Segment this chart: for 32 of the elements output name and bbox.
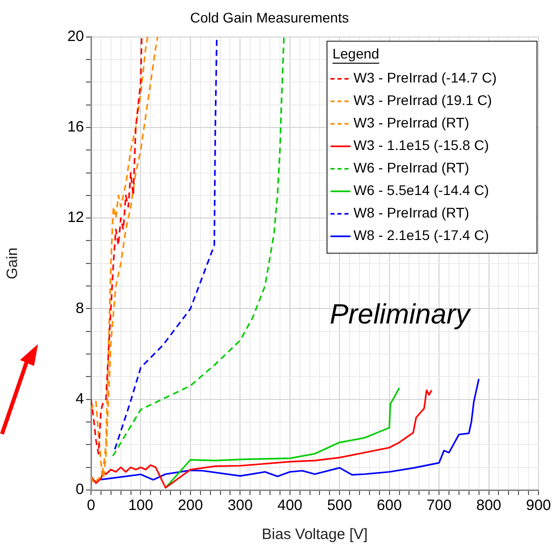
x-tick-label: 300 [228,497,253,514]
legend-label: W8 - PreIrrad (RT) [353,204,470,221]
y-axis-title: Gain [4,248,22,280]
legend-label: W3 - 1.1e15 (-15.8 C) [353,137,489,154]
x-tick-label: 0 [86,497,96,514]
x-tick-label: 500 [327,497,352,514]
x-tick-label: 600 [376,497,402,514]
y-tick-label: 8 [76,300,84,317]
legend-label: W6 - 5.5e14 (-14.4 C) [353,182,489,198]
legend-label: W6 - PreIrrad (RT) [353,160,470,176]
x-tick-label: 800 [476,497,502,514]
legend-label: W3 - PreIrrad (19.1 C) [353,92,492,108]
legend-label: W8 - 2.1e15 (-17.4 C) [353,227,489,244]
legend-label: W3 - PreIrrad (RT) [353,114,470,131]
line-series [91,36,158,480]
legend-title: Legend [332,46,380,62]
x-tick-label: 200 [178,497,203,514]
x-tick-label: 100 [128,497,154,514]
x-tick-label: 900 [526,497,551,514]
y-tick-label: 16 [67,118,84,136]
x-axis-title: Bias Voltage [V] [262,526,368,544]
x-tick-label: 400 [277,497,302,514]
y-tick-label: 0 [76,481,84,498]
y-tick-label: 20 [67,28,84,45]
y-tick-label: 4 [76,390,84,408]
chart-title: Cold Gain Measurements [190,9,349,26]
line-series [112,36,285,457]
legend-label: W3 - PreIrrad (-14.7 C) [353,70,497,86]
y-tick-label: 12 [67,209,84,226]
annotation: Preliminary [330,298,472,330]
line-series [91,36,143,455]
x-tick-label: 700 [426,497,452,514]
